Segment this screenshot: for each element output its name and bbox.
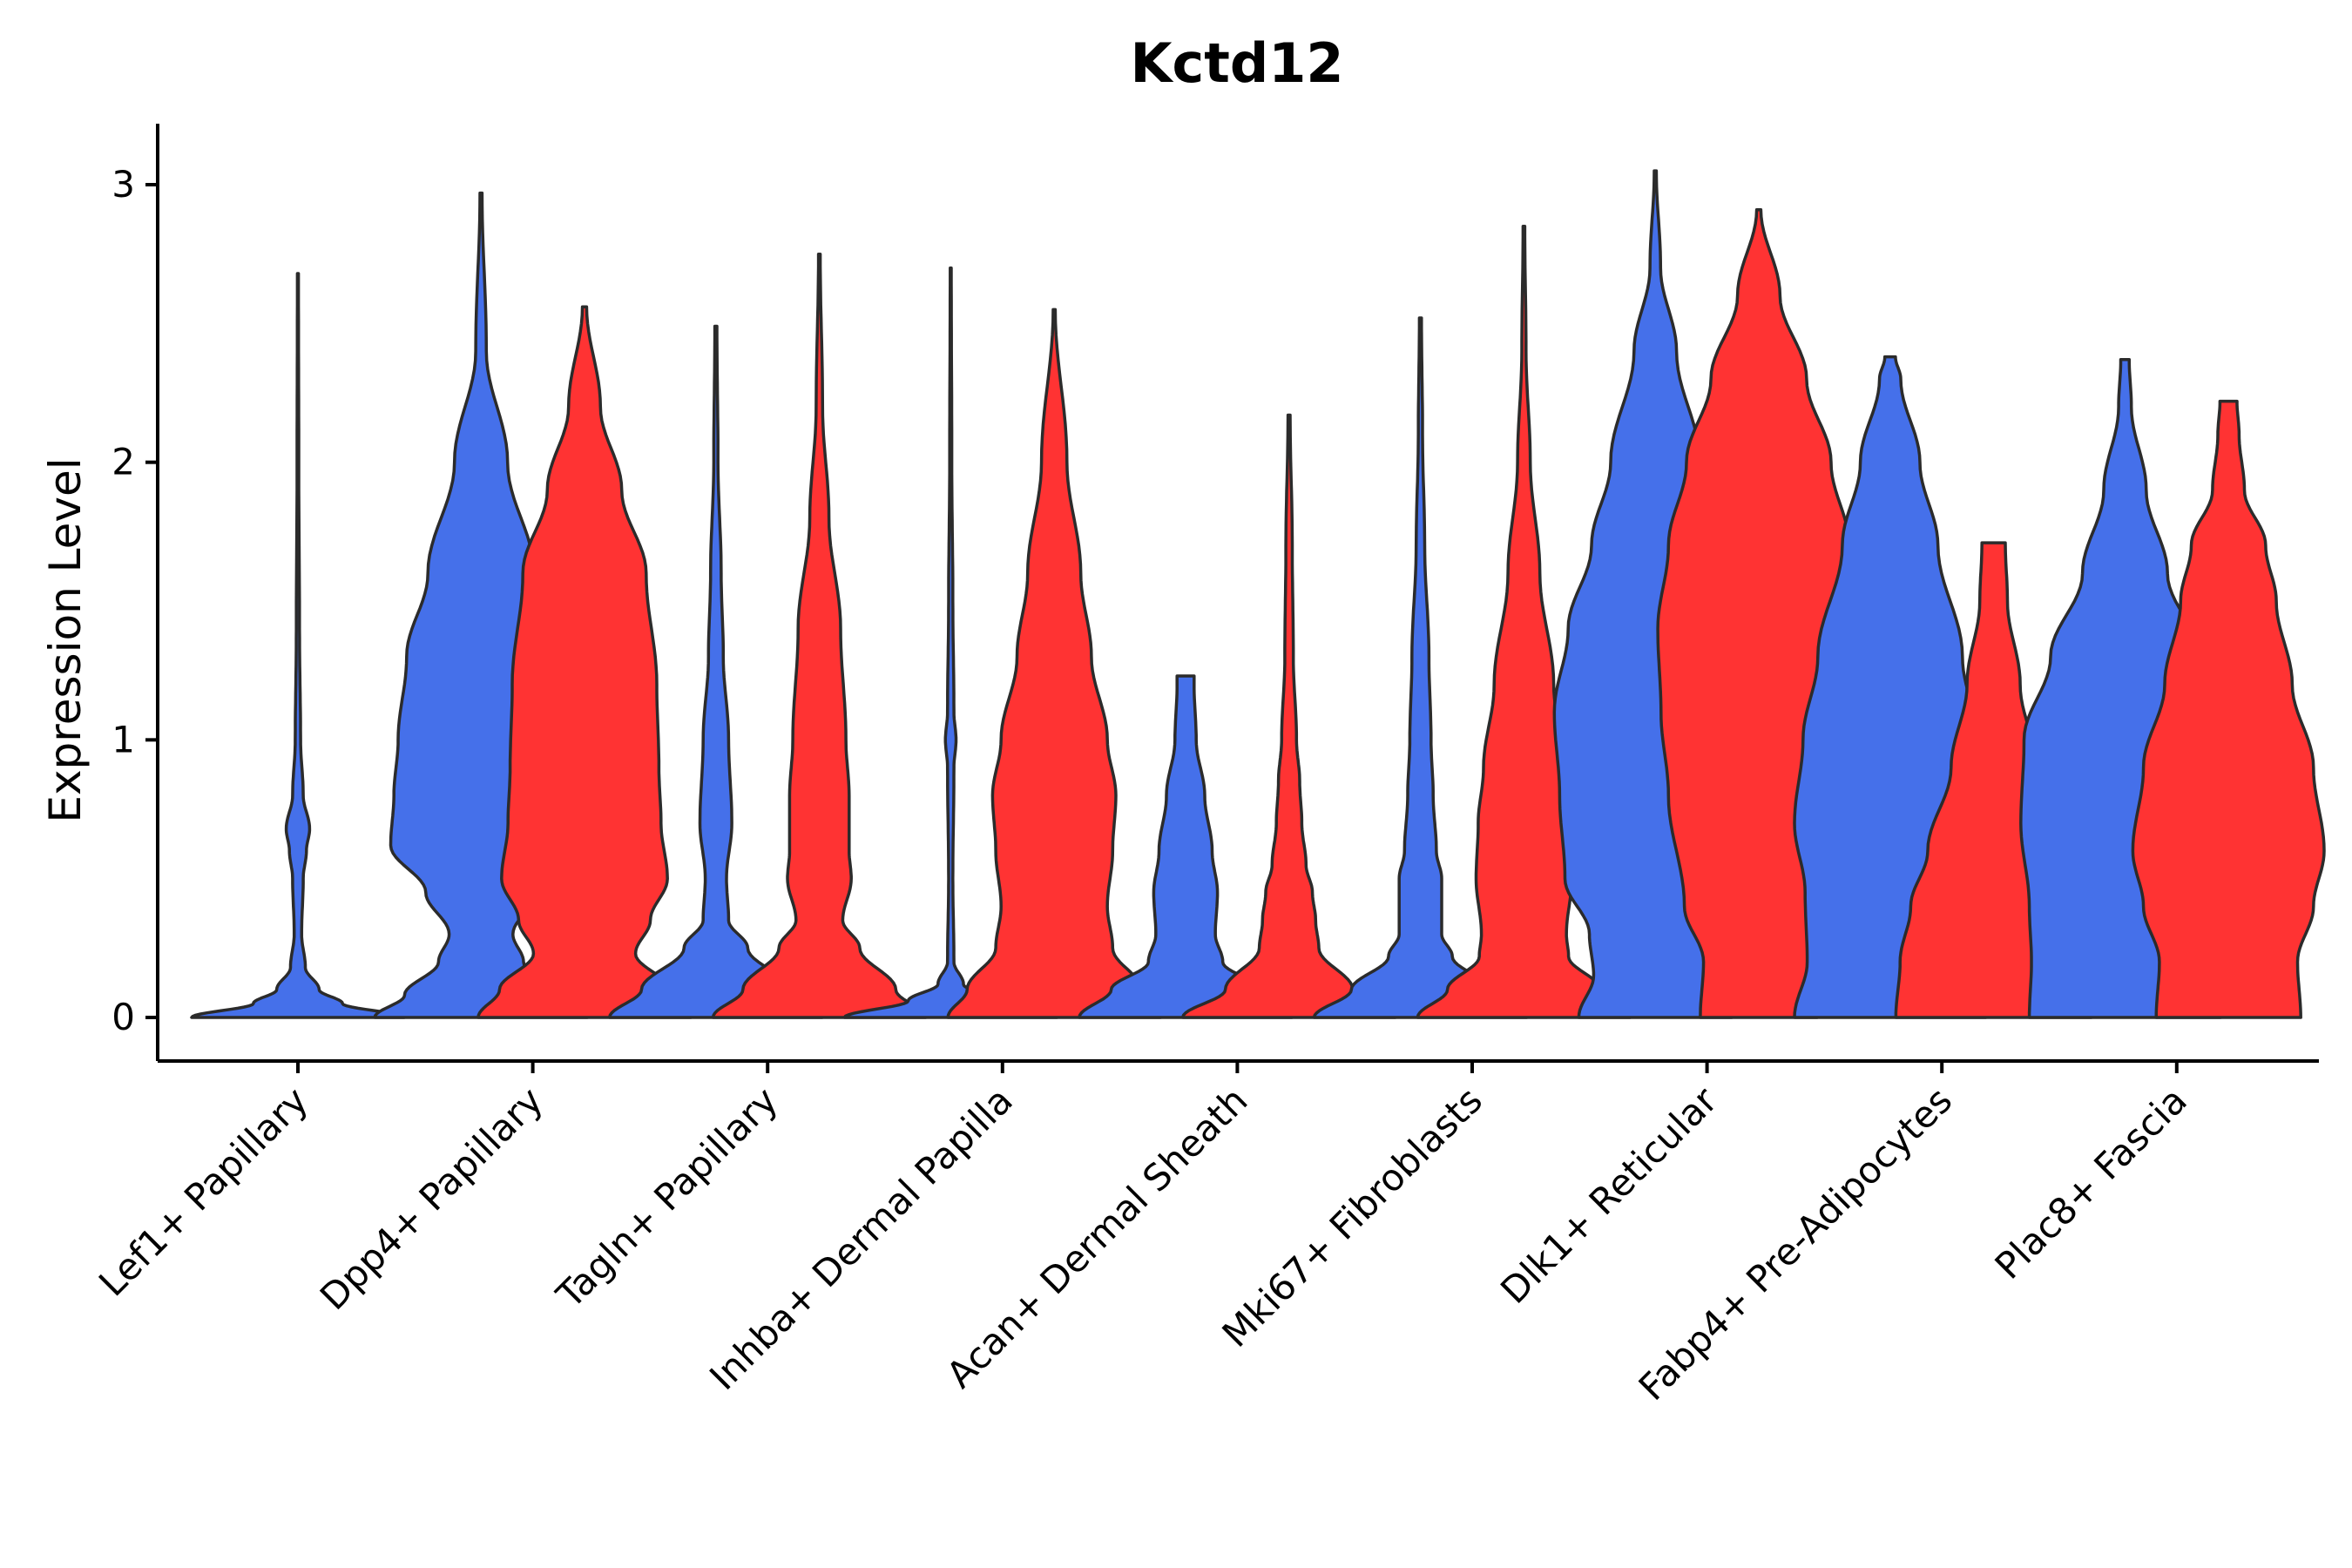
x-tick-label: Plac8+ Fascia [1987,1078,2195,1287]
x-tick-label: Dpp4+ Papillary [312,1078,551,1318]
violin-3-blue [842,266,1059,1019]
violin-2-blue [608,324,824,1019]
violin-4-red [1181,413,1397,1019]
violin-5-blue [1312,316,1529,1019]
violin-2-red [711,252,928,1019]
y-tick-label: 1 [112,718,135,760]
y-tick-label: 0 [112,996,135,1038]
x-tick-label: Lef1+ Papillary [91,1078,316,1304]
violin-8-red [2131,399,2326,1019]
x-tick-label: Mki67+ Fibroblasts [1214,1078,1490,1355]
violin-group [190,169,2326,1019]
violin-1-red [476,305,693,1019]
y-axis-ticks: 0 1 2 3 [112,163,158,1038]
violin-0-blue [190,272,406,1019]
y-tick-label: 2 [112,441,135,483]
violin-3-red [946,308,1162,1019]
y-tick-label: 3 [112,163,135,206]
violin-4-blue [1078,674,1294,1019]
x-tick-label: Dlk1+ Reticular [1492,1078,1726,1312]
y-axis-label: Expression Level [40,457,91,822]
x-tick-label: Tagln+ Papillary [548,1078,786,1316]
chart-title: Kctd12 [1130,31,1343,95]
